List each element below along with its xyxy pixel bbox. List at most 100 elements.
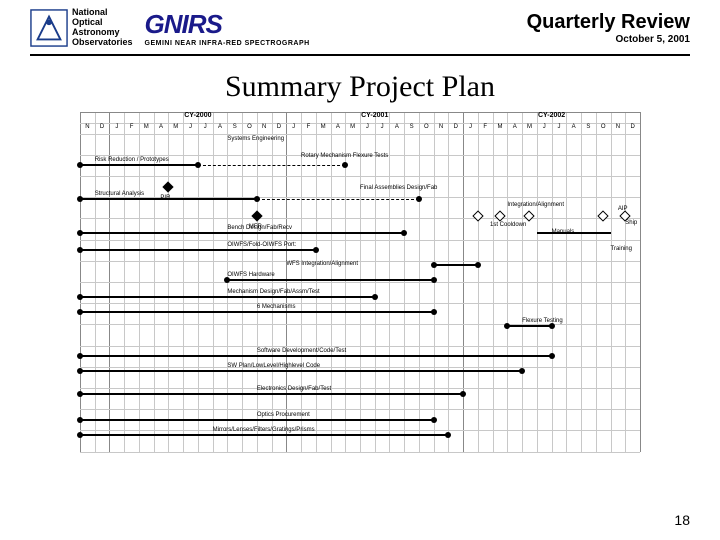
gantt-dot (342, 162, 348, 168)
gantt-dot (549, 353, 555, 359)
task-label: 6 Mechanisms (257, 304, 296, 310)
noao-text: National Optical Astronomy Observatories (72, 8, 133, 48)
month-header: F (478, 124, 493, 130)
gantt-dot (431, 262, 437, 268)
gantt-dot (77, 230, 83, 236)
month-header: D (95, 124, 110, 130)
gantt-chart: CY-2000CY-2001CY-2002NDJFMAMJJASONDJFMAM… (80, 112, 640, 452)
month-header: S (404, 124, 419, 130)
task-label: Training (611, 246, 632, 252)
month-header: O (419, 124, 434, 130)
month-header: D (625, 124, 640, 130)
gantt-dot (77, 247, 83, 253)
task-label: Final Assemblies Design/Fab (360, 185, 437, 191)
page-title: Summary Project Plan (0, 70, 720, 104)
gantt-dot (77, 196, 83, 202)
gantt-dot (372, 294, 378, 300)
month-header: A (507, 124, 522, 130)
gantt-dot (77, 353, 83, 359)
task-label: Mechanism Design/Fab/Assm/Test (227, 289, 319, 295)
gantt-bar (80, 434, 448, 436)
month-header: D (448, 124, 463, 130)
gantt-dot (519, 368, 525, 374)
month-header: D (272, 124, 287, 130)
month-header: M (139, 124, 154, 130)
month-header: N (257, 124, 272, 130)
task-label: Ship (625, 220, 637, 226)
task-label: Integration/Alignment (507, 202, 564, 208)
year-header: CY-2002 (463, 112, 640, 119)
task-label: OIWFS Hardware (227, 272, 274, 278)
gantt-bar (80, 296, 375, 298)
month-header: A (213, 124, 228, 130)
year-header: CY-2001 (286, 112, 463, 119)
month-header: M (493, 124, 508, 130)
gantt-dot (77, 391, 83, 397)
month-header: N (80, 124, 95, 130)
header-rule (30, 54, 690, 56)
gantt-bar (227, 279, 433, 281)
gantt-dot (77, 432, 83, 438)
gantt-bar (80, 311, 434, 313)
gantt-dot (416, 196, 422, 202)
page-number: 18 (674, 512, 690, 528)
gantt-dot (254, 196, 260, 202)
review-title: Quarterly Review (527, 11, 690, 34)
gantt-bar (80, 198, 257, 200)
noao-logo: National Optical Astronomy Observatories (30, 8, 133, 48)
month-header: M (316, 124, 331, 130)
gnirs-title: GNIRS (145, 9, 222, 40)
month-header: J (109, 124, 124, 130)
month-header: A (389, 124, 404, 130)
task-label: Mirrors/Lenses/Filters/Gratings/Prisms (213, 427, 315, 433)
gantt-dot (460, 391, 466, 397)
month-header: A (566, 124, 581, 130)
gantt-bar (507, 325, 551, 327)
task-label: Bench Design/Fab/Recv (227, 225, 292, 231)
month-header: J (198, 124, 213, 130)
task-label: Manuals (552, 229, 575, 235)
gantt-bar (80, 355, 552, 357)
gantt-dot (224, 277, 230, 283)
task-label: Rotary Mechanism Flexure Tests (301, 153, 388, 159)
task-label: Electronics Design/Fab/Test (257, 386, 331, 392)
month-header: J (360, 124, 375, 130)
gantt-dot (77, 294, 83, 300)
month-header: A (331, 124, 346, 130)
task-label: Flexure Testing (522, 318, 563, 324)
month-header: M (522, 124, 537, 130)
month-header: J (463, 124, 478, 130)
task-label: Systems Engineering (227, 136, 284, 142)
gantt-bar (80, 164, 198, 166)
gantt-bar (434, 264, 478, 266)
task-label: WFS Integration/Alignment (286, 261, 358, 267)
task-label: Optics Procurement (257, 412, 310, 418)
gantt-bar (80, 370, 522, 372)
month-header: J (537, 124, 552, 130)
month-header: J (552, 124, 567, 130)
gantt-dot (77, 368, 83, 374)
task-label: Software Development/Code/Test (257, 348, 346, 354)
noao-icon (30, 9, 68, 47)
month-header: S (227, 124, 242, 130)
gantt-dot (504, 323, 510, 329)
month-header: J (286, 124, 301, 130)
gantt-dot (77, 417, 83, 423)
month-header: M (345, 124, 360, 130)
gnirs-block: GNIRS GEMINI NEAR INFRA-RED SPECTROGRAPH (145, 9, 310, 47)
gantt-bar (80, 393, 463, 395)
month-header: J (183, 124, 198, 130)
gantt-dot (77, 309, 83, 315)
task-label: Risk Reduction / Prototypes (95, 157, 169, 163)
month-header: O (242, 124, 257, 130)
gantt-bar (80, 419, 434, 421)
gnirs-subtitle: GEMINI NEAR INFRA-RED SPECTROGRAPH (145, 40, 310, 47)
gantt-dot (431, 277, 437, 283)
review-block: Quarterly Review October 5, 2001 (527, 11, 690, 45)
header: National Optical Astronomy Observatories… (0, 0, 720, 52)
month-header: J (375, 124, 390, 130)
task-label: Structural Analysis (95, 191, 144, 197)
task-label: AIP (618, 206, 628, 212)
month-header: N (434, 124, 449, 130)
gantt-dot (431, 309, 437, 315)
